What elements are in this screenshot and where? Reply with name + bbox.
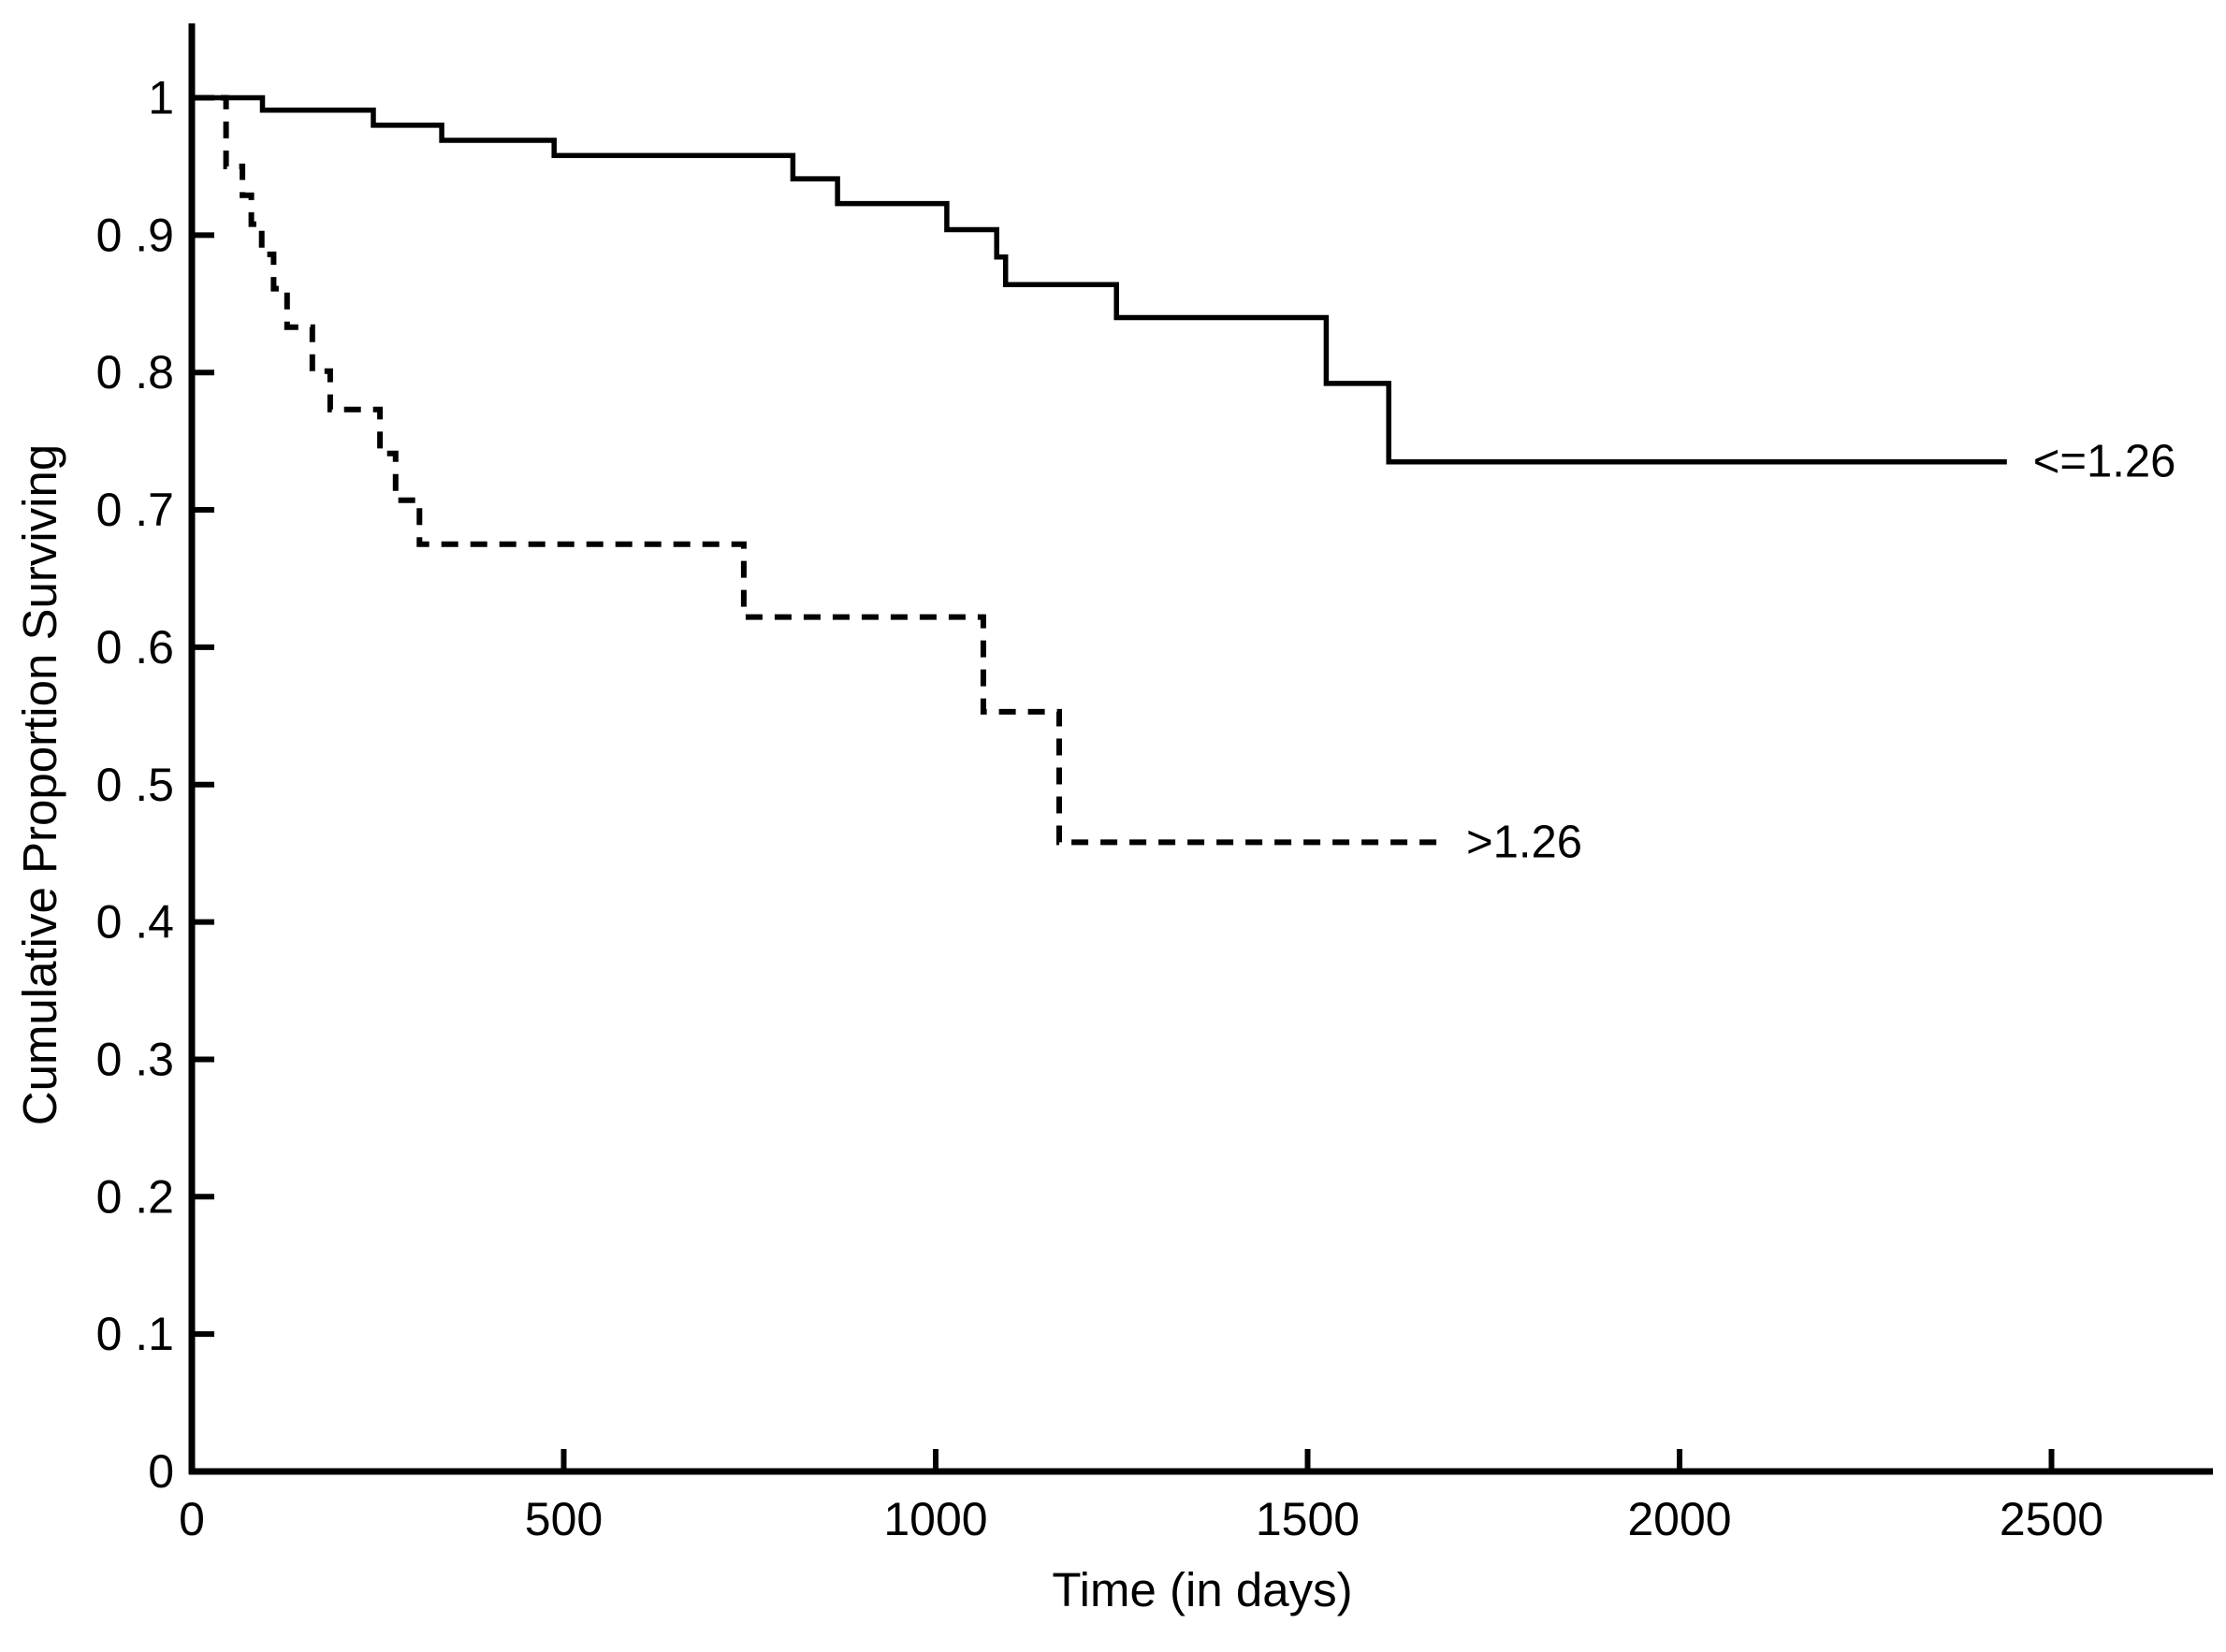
y-tick-label: 0 .6 (96, 621, 174, 674)
y-tick-label: 1 (148, 72, 174, 124)
y-tick-label: 0 .9 (96, 209, 174, 261)
y-tick-label: 0 (148, 1445, 174, 1498)
x-tick-label: 2000 (1627, 1493, 1731, 1545)
y-tick-label: 0 .8 (96, 346, 174, 399)
x-tick-label: 0 (179, 1493, 205, 1545)
y-tick-label-group: 1 0 .9 0 .8 0 .7 0 .6 0 .5 0 .4 0 .3 0 .2 0 .1 0 (96, 72, 174, 1499)
x-tick-label: 2500 (2000, 1493, 2103, 1545)
x-tick-group (560, 1449, 2055, 1471)
series-label-gt-126: >1.26 (1466, 817, 1582, 867)
y-tick-label: 0 .2 (96, 1170, 174, 1223)
y-axis: 1 0 .9 0 .8 0 .7 0 .6 0 .5 0 .4 0 .3 0 .2 0 .1 0 (96, 23, 214, 1498)
y-tick-label: 0 .5 (96, 759, 174, 811)
y-tick-label: 0 .1 (96, 1308, 174, 1360)
x-tick-label: 500 (525, 1493, 603, 1545)
y-tick-label: 0 .7 (96, 484, 174, 536)
x-axis: 0 500 1000 1500 2000 2500 (179, 1449, 2213, 1545)
y-axis-title: Cumulative Proportion Surviving (13, 444, 66, 1126)
x-tick-label: 1500 (1256, 1493, 1360, 1545)
series-line-gt-126 (192, 94, 1440, 846)
y-tick-label: 0 .4 (96, 896, 174, 949)
x-axis-title: Time (in days) (1052, 1563, 1352, 1616)
series-label-le-126: <=1.26 (2033, 437, 2176, 487)
y-tick-label: 0 .3 (96, 1033, 174, 1085)
x-tick-label: 1000 (883, 1493, 987, 1545)
x-tick-label-group: 0 500 1000 1500 2000 2500 (179, 1493, 2103, 1545)
curves: <=1.26 >1.26 (192, 94, 2176, 867)
series-line-le-126 (192, 94, 2007, 465)
y-tick-group (192, 94, 214, 1338)
